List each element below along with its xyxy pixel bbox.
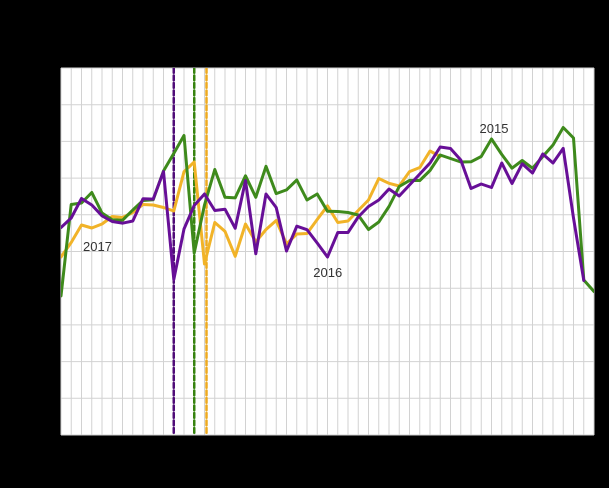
svg-text:2015: 2015 <box>480 121 509 136</box>
svg-text:2017: 2017 <box>83 239 112 254</box>
svg-text:2016: 2016 <box>313 265 342 280</box>
